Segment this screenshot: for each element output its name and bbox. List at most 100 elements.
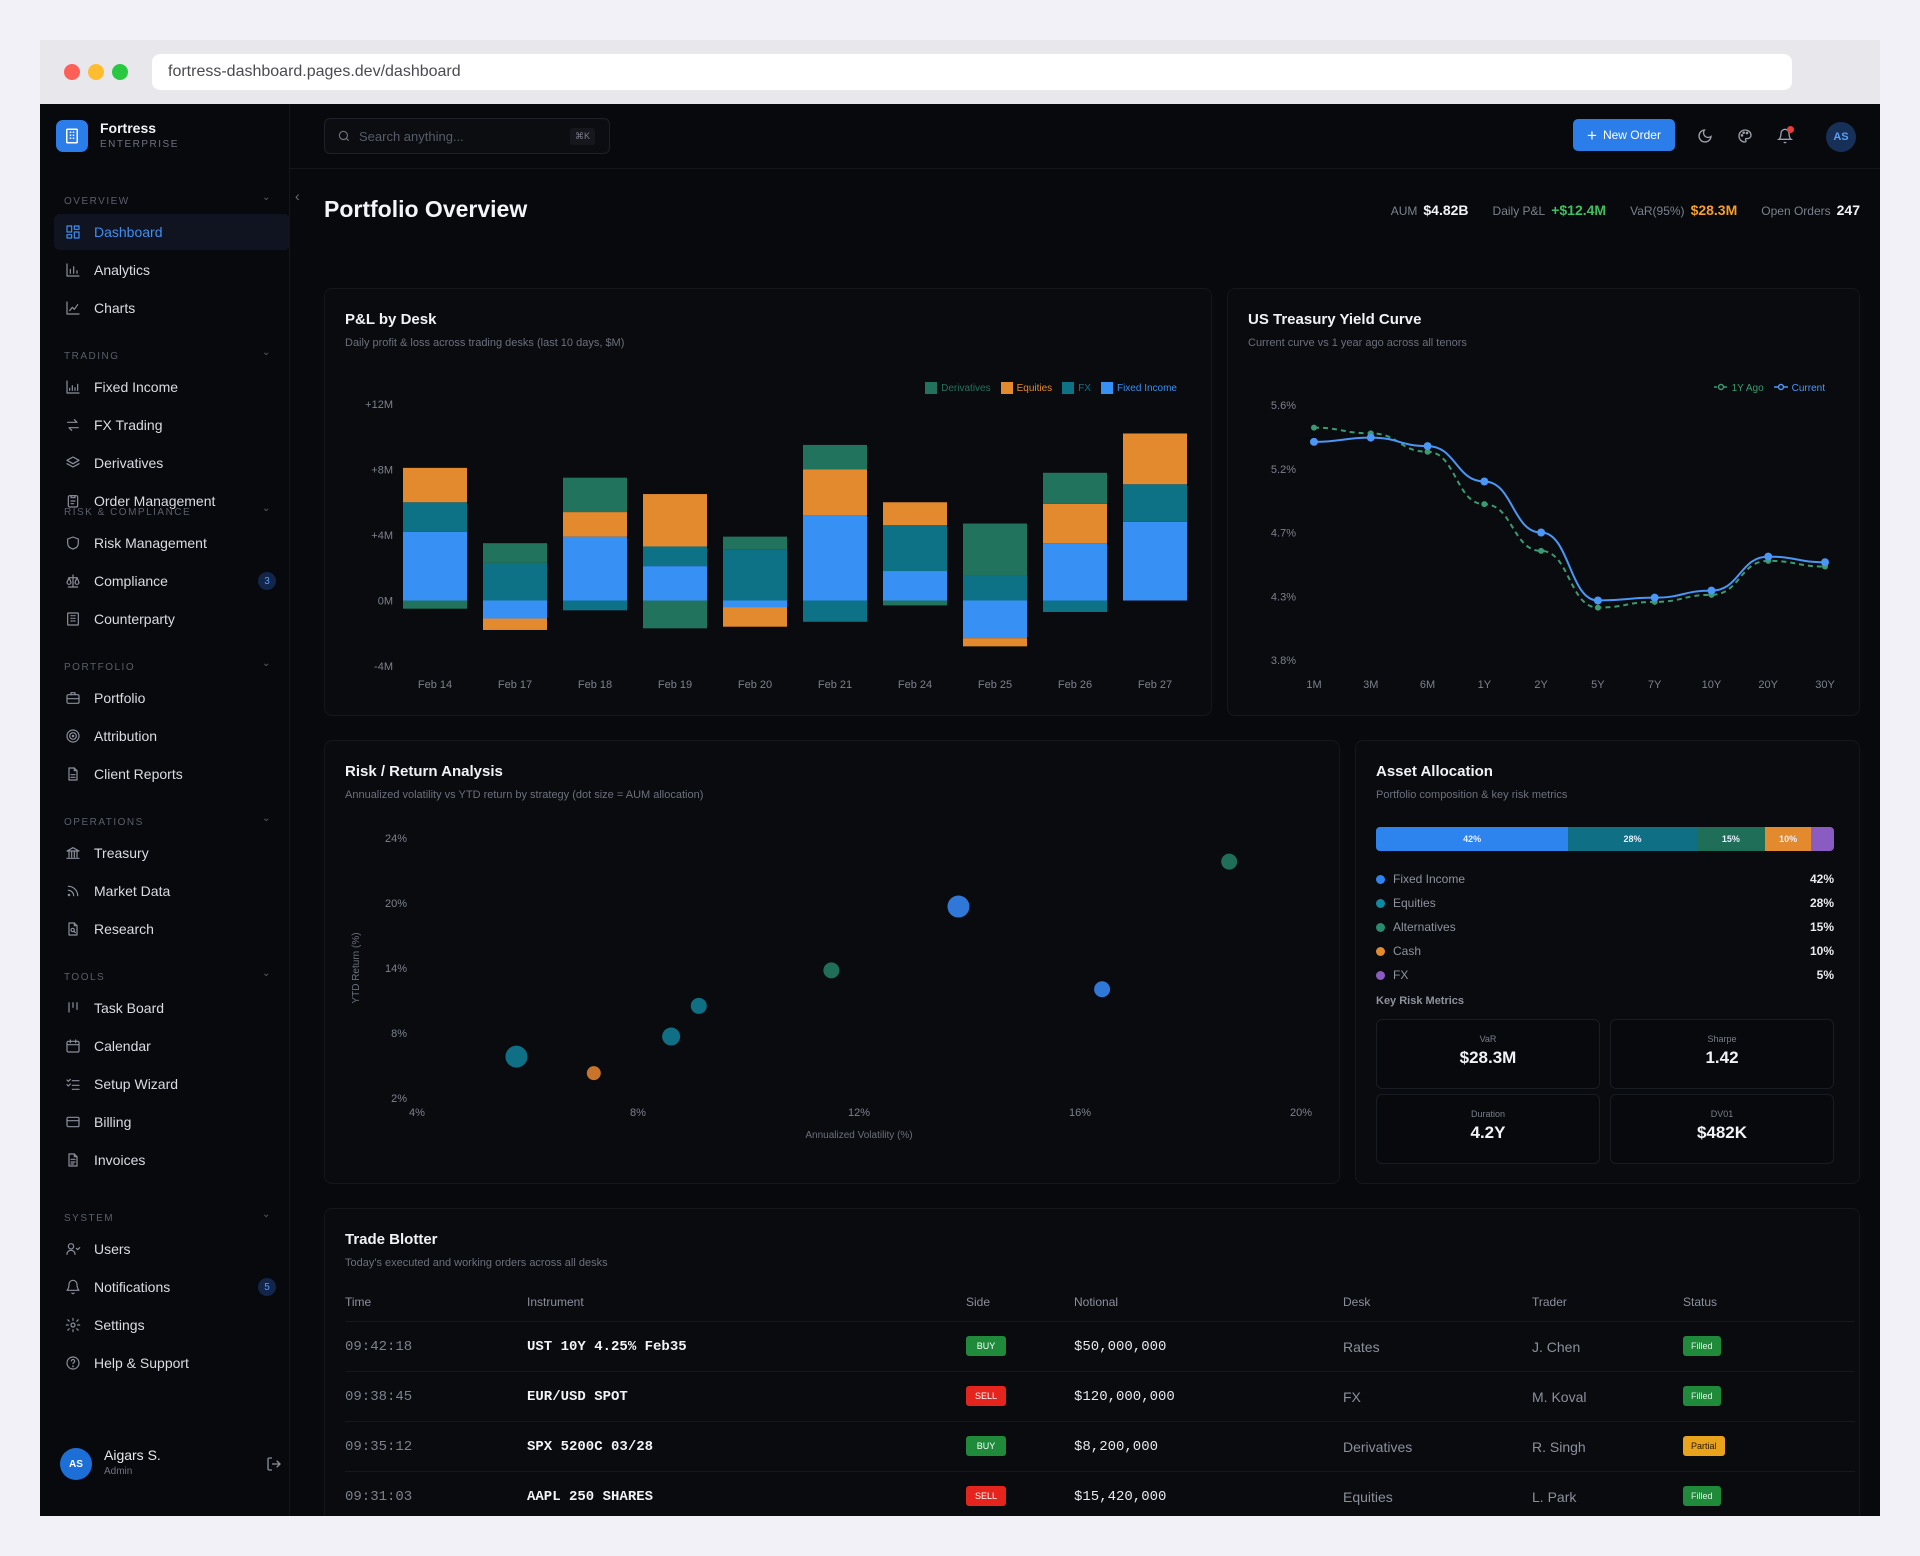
table-row[interactable]: 09:31:03 AAPL 250 SHARES SELL $15,420,000 Eq…	[345, 1471, 1855, 1516]
palette-icon[interactable]	[1735, 126, 1755, 146]
trade-instrument: AAPL 250 SHARES	[527, 1489, 654, 1505]
data-point	[1707, 586, 1716, 595]
sidebar-item-label: Order Management	[94, 493, 216, 509]
maximize-window-button[interactable]	[112, 64, 128, 80]
trade-time: 09:35:12	[345, 1439, 413, 1455]
new-order-button[interactable]: + New Order	[1573, 119, 1675, 151]
sidebar-item-research[interactable]: Research	[54, 911, 290, 947]
list-checks-icon	[64, 1075, 82, 1093]
sidebar-item-help-support[interactable]: Help & Support	[54, 1345, 290, 1381]
series-line-1y-ago	[1313, 426, 1826, 609]
logout-icon[interactable]	[266, 1456, 282, 1477]
sidebar-item-order-management[interactable]: Order Management	[54, 483, 290, 519]
data-point	[1311, 424, 1317, 431]
sidebar-item-label: Charts	[94, 300, 136, 316]
chevron-down-icon[interactable]: ⌄	[262, 813, 271, 824]
sidebar-item-risk-management[interactable]: Risk Management	[54, 525, 290, 561]
sidebar-item-label: Calendar	[94, 1038, 151, 1054]
layers-icon	[64, 454, 82, 472]
bar-fixed-income	[883, 571, 947, 601]
side-badge: SELL	[966, 1486, 1006, 1506]
pnl-card: P&L by Desk Daily profit & loss across t…	[324, 288, 1212, 716]
chevron-down-icon[interactable]: ⌄	[262, 503, 271, 514]
sidebar-item-calendar[interactable]: Calendar	[54, 1028, 290, 1064]
sidebar-item-notifications[interactable]: Notifications 5	[54, 1269, 290, 1305]
sidebar-item-compliance[interactable]: Compliance 3	[54, 563, 290, 599]
sidebar-item-fx-trading[interactable]: FX Trading	[54, 407, 290, 443]
bar-fx	[403, 502, 467, 532]
legend-label: Fixed Income	[1116, 382, 1177, 394]
allocation-segment-fx	[1811, 827, 1834, 851]
bar-derivatives	[483, 543, 547, 563]
sidebar-item-portfolio[interactable]: Portfolio	[54, 680, 290, 716]
metric-label: AUM	[1390, 204, 1418, 218]
allocation-row-cash: Cash 10%	[1376, 944, 1834, 958]
sidebar-item-dashboard[interactable]: Dashboard	[54, 214, 290, 250]
sidebar-item-attribution[interactable]: Attribution	[54, 718, 290, 754]
sidebar-section-operations: OPERATIONS	[64, 817, 144, 828]
sidebar-item-charts[interactable]: Charts	[54, 290, 290, 326]
legend-label: Current	[1791, 383, 1825, 394]
bar-fx	[1123, 484, 1187, 522]
sidebar-item-label: Derivatives	[94, 455, 164, 471]
y-tick-label: 14%	[385, 963, 407, 975]
address-bar[interactable]: fortress-dashboard.pages.dev/dashboard	[152, 54, 1792, 90]
column-header-status: Status	[1683, 1295, 1718, 1309]
metric-label: VaR(95%)	[1630, 204, 1685, 218]
sidebar-item-analytics[interactable]: Analytics	[54, 252, 290, 288]
sidebar-item-client-reports[interactable]: Client Reports	[54, 756, 290, 792]
user-avatar[interactable]: AS	[60, 1448, 92, 1480]
trade-notional: $15,420,000	[1074, 1489, 1167, 1505]
sidebar-section-system: SYSTEM	[64, 1213, 115, 1224]
chevron-down-icon[interactable]: ⌄	[262, 658, 271, 669]
chevron-down-icon[interactable]: ⌄	[262, 192, 271, 203]
sidebar-item-derivatives[interactable]: Derivatives	[54, 445, 290, 481]
table-row[interactable]: 09:38:45 EUR/USD SPOT SELL $120,000,000 FX M.…	[345, 1371, 1855, 1421]
search-shortcut: ⌘K	[569, 128, 595, 145]
table-row[interactable]: 09:35:12 SPX 5200C 03/28 BUY $8,200,000 Deri…	[345, 1421, 1855, 1471]
trade-desk: FX	[1343, 1389, 1361, 1405]
chevron-down-icon[interactable]: ⌄	[262, 347, 271, 358]
sidebar-item-setup-wizard[interactable]: Setup Wizard	[54, 1066, 290, 1102]
legend-swatch	[1100, 382, 1113, 394]
risk-metric-dv01: DV01 $482K	[1610, 1094, 1834, 1164]
bar-fx	[643, 546, 707, 567]
user-avatar-top[interactable]: AS	[1826, 122, 1856, 152]
sidebar-item-label: Notifications	[94, 1279, 171, 1295]
sidebar-item-counterparty[interactable]: Counterparty	[54, 601, 290, 637]
scatter-point	[947, 895, 970, 918]
sidebar-item-users[interactable]: Users	[54, 1231, 290, 1267]
risk-metric-label: VaR	[1479, 1034, 1497, 1044]
collapse-sidebar-icon[interactable]: ‹	[295, 188, 300, 204]
close-window-button[interactable]	[64, 64, 80, 80]
trade-trader: L. Park	[1532, 1489, 1577, 1505]
chevron-down-icon[interactable]: ⌄	[262, 1209, 271, 1220]
bar-derivatives	[883, 600, 947, 606]
sidebar-item-fixed-income[interactable]: Fixed Income	[54, 369, 290, 405]
sidebar-item-treasury[interactable]: Treasury	[54, 835, 290, 871]
table-row[interactable]: 09:42:18 UST 10Y 4.25% Feb35 BUY $50,000,00…	[345, 1321, 1855, 1371]
sidebar-item-market-data[interactable]: Market Data	[54, 873, 290, 909]
minimize-window-button[interactable]	[88, 64, 104, 80]
x-tick-label: Feb 18	[578, 679, 612, 691]
bar-fixed-income	[403, 531, 467, 601]
chevron-down-icon[interactable]: ⌄	[262, 968, 271, 979]
trade-time: 09:42:18	[345, 1339, 413, 1355]
target-icon	[64, 727, 82, 745]
sidebar-item-task-board[interactable]: Task Board	[54, 990, 290, 1026]
moon-icon[interactable]	[1695, 126, 1715, 146]
topbar: Search anything... ⌘K + New Order AS	[290, 104, 1880, 169]
bar-fixed-income	[643, 566, 707, 601]
sidebar-item-billing[interactable]: Billing	[54, 1104, 290, 1140]
notification-bell-icon[interactable]	[1775, 126, 1795, 146]
sidebar-item-label: Client Reports	[94, 766, 183, 782]
search-input[interactable]: Search anything... ⌘K	[324, 118, 610, 154]
x-tick-label: Feb 20	[738, 679, 772, 691]
metric-value: 247	[1836, 202, 1860, 218]
gear-icon	[64, 1316, 82, 1334]
sidebar-item-label: Help & Support	[94, 1355, 189, 1371]
sidebar-item-invoices[interactable]: Invoices	[54, 1142, 290, 1178]
sidebar-item-label: Setup Wizard	[94, 1076, 179, 1092]
legend-item-fixed-income: Fixed Income	[1100, 382, 1177, 394]
sidebar-item-settings[interactable]: Settings	[54, 1307, 290, 1343]
